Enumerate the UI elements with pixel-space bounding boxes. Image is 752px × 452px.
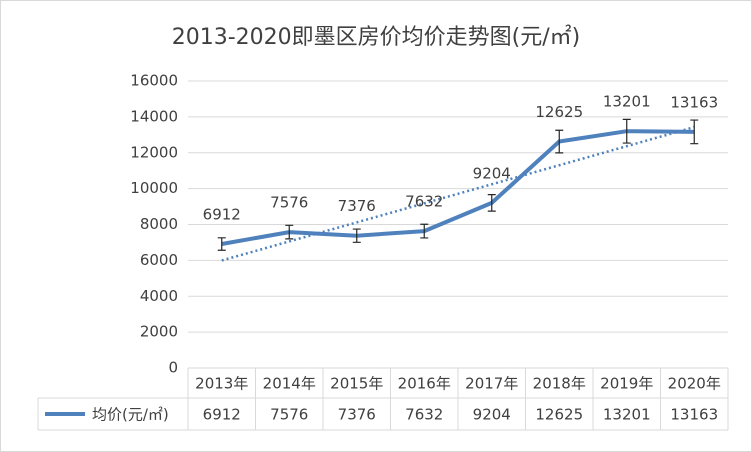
y-tick-label: 4000 xyxy=(140,287,178,305)
error-bar xyxy=(285,224,294,240)
error-bar xyxy=(690,119,699,145)
x-tick-label: 2018年 xyxy=(533,375,586,393)
x-tick-label: 2020年 xyxy=(668,375,721,393)
x-tick-label: 2016年 xyxy=(398,375,451,393)
data-label: 9204 xyxy=(473,164,511,182)
table-value: 9204 xyxy=(473,406,511,424)
error-bar xyxy=(487,194,496,212)
data-label: 7376 xyxy=(338,197,376,215)
data-label: 7632 xyxy=(405,193,443,211)
y-tick-label: 10000 xyxy=(130,179,178,197)
chart-title: 2013-2020即墨区房价均价走势图(元/㎡) xyxy=(172,24,581,50)
error-bar xyxy=(420,223,429,239)
y-tick-label: 2000 xyxy=(140,323,178,341)
x-tick-label: 2013年 xyxy=(195,375,248,393)
error-bar xyxy=(217,237,226,251)
table-value: 7376 xyxy=(338,406,376,424)
x-tick-label: 2015年 xyxy=(330,375,383,393)
error-bar xyxy=(622,118,631,144)
series-line xyxy=(221,129,695,246)
table-value: 12625 xyxy=(535,406,583,424)
data-label: 7576 xyxy=(270,194,308,212)
y-tick-label: 12000 xyxy=(130,143,178,161)
trendline xyxy=(221,125,695,262)
y-tick-label: 0 xyxy=(168,359,178,377)
legend-label: 均价(元/㎡) xyxy=(92,406,169,424)
y-tick-label: 16000 xyxy=(130,72,178,90)
x-tick-label: 2017年 xyxy=(465,375,518,393)
y-tick-label: 6000 xyxy=(140,251,178,269)
table-value: 13201 xyxy=(603,406,651,424)
y-tick-label: 8000 xyxy=(140,215,178,233)
x-tick-label: 2019年 xyxy=(600,375,653,393)
data-label: 6912 xyxy=(203,206,241,224)
x-tick-label: 2014年 xyxy=(263,375,316,393)
table-value: 6912 xyxy=(203,406,241,424)
y-tick-label: 14000 xyxy=(130,107,178,125)
error-bar xyxy=(555,129,564,154)
data-label: 13163 xyxy=(670,93,718,111)
data-label: 13201 xyxy=(603,93,651,111)
table-value: 7632 xyxy=(405,406,443,424)
data-label: 12625 xyxy=(535,103,583,121)
table-value: 7576 xyxy=(270,406,308,424)
table-value: 13163 xyxy=(670,406,718,424)
error-bar xyxy=(352,228,361,243)
